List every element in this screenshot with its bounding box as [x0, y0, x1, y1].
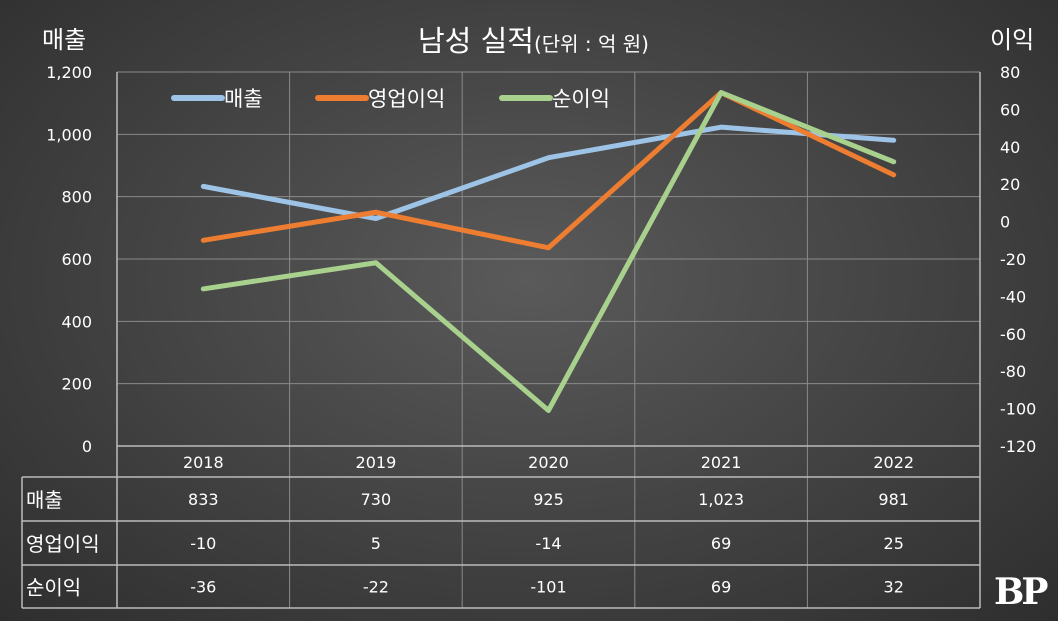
series-line-순이익: [200, 90, 897, 413]
legend-label: 영업이익: [368, 87, 445, 111]
table-cell: 25: [884, 534, 904, 553]
chart-subtitle: (단위 : 억 원): [533, 32, 649, 56]
legend-label: 매출: [224, 87, 263, 111]
table-cell: 69: [711, 578, 731, 597]
left-tick-label: 0: [82, 437, 92, 456]
table-header-year: 2022: [873, 453, 914, 472]
table-cell: 833: [188, 490, 219, 509]
table-header-year: 2020: [528, 453, 569, 472]
right-tick-label: 20: [1000, 175, 1020, 194]
table-cell: -36: [190, 578, 216, 597]
table-header-year: 2021: [701, 453, 742, 472]
table-header-year: 2019: [356, 453, 397, 472]
bp-logo: BP: [994, 571, 1048, 613]
right-tick-label: -100: [1000, 400, 1036, 419]
table-cell: 730: [361, 490, 392, 509]
legend-label: 순이익: [552, 87, 610, 111]
table-cell: -10: [190, 534, 216, 553]
right-tick-label: -40: [1000, 287, 1026, 306]
chart-title: 남성 실적: [418, 24, 534, 58]
left-axis-title: 매출: [42, 26, 87, 54]
left-tick-label: 400: [61, 312, 92, 331]
right-tick-label: 80: [1000, 63, 1020, 82]
table-row-label: 순이익: [26, 576, 81, 600]
table-header-year: 2018: [183, 453, 224, 472]
left-tick-label: 800: [61, 188, 92, 207]
left-tick-label: 600: [61, 250, 92, 269]
left-tick-label: 1,200: [46, 63, 92, 82]
left-tick-label: 1,000: [46, 125, 92, 144]
table-cell: 1,023: [698, 490, 744, 509]
right-tick-label: -60: [1000, 325, 1026, 344]
left-tick-label: 200: [61, 375, 92, 394]
table-cell: 69: [711, 534, 731, 553]
table-cell: 5: [371, 534, 381, 553]
right-tick-label: -120: [1000, 437, 1036, 456]
right-tick-label: 40: [1000, 138, 1020, 157]
table-cell: -14: [535, 534, 561, 553]
table-row-label: 매출: [26, 488, 63, 512]
right-tick-label: -20: [1000, 250, 1026, 269]
right-tick-label: -80: [1000, 362, 1026, 381]
chart-title-wrap: 남성 실적(단위 : 억 원): [418, 18, 649, 60]
series-line-매출: [200, 124, 897, 221]
right-tick-label: 60: [1000, 100, 1020, 119]
right-tick-label: 0: [1000, 213, 1010, 232]
table-cell: -101: [530, 578, 566, 597]
table-cell: 32: [884, 578, 904, 597]
table-cell: -22: [363, 578, 389, 597]
right-axis-title: 이익: [990, 26, 1035, 54]
table-cell: 981: [878, 490, 909, 509]
table-cell: 925: [533, 490, 564, 509]
table-row-label: 영업이익: [26, 532, 100, 556]
series-line-영업이익: [200, 90, 897, 251]
